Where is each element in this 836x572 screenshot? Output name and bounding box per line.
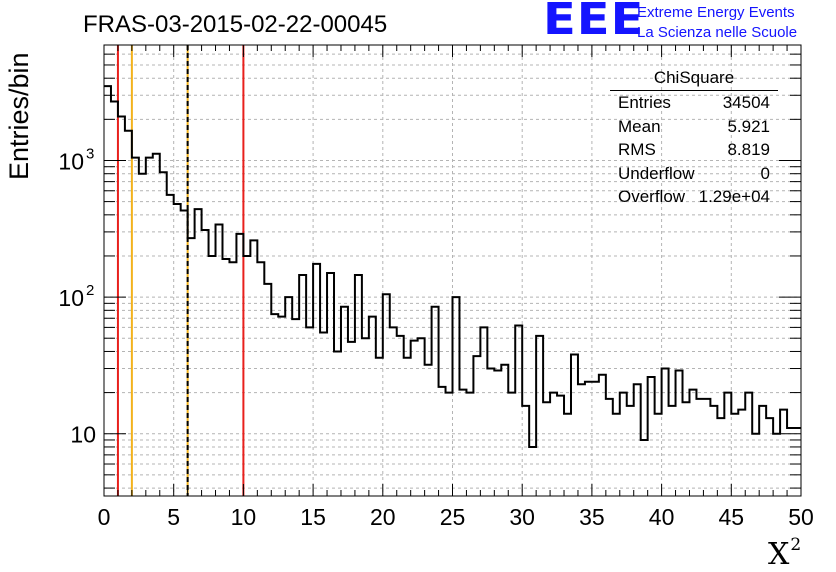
- stat-row-overflow: Overflow 1.29e+04: [610, 185, 778, 209]
- stat-value: 5.921: [727, 116, 770, 136]
- x-axis-label: X2: [768, 535, 802, 572]
- x-tick-label: 0: [98, 504, 111, 530]
- y-tick-label: 10: [58, 285, 84, 311]
- x-tick-label: 10: [231, 504, 257, 530]
- y-tick-label: 10: [70, 422, 96, 448]
- stat-row-rms: RMS 8.819: [610, 138, 778, 162]
- x-tick-label: 30: [509, 504, 535, 530]
- y-tick-label: 10: [58, 148, 84, 174]
- stat-key: Entries: [618, 93, 671, 112]
- x-tick-label: 45: [719, 504, 745, 530]
- histogram-series: [104, 85, 801, 448]
- stat-row-mean: Mean 5.921: [610, 115, 778, 139]
- x-tick-label: 15: [300, 504, 326, 530]
- stat-key: Mean: [618, 116, 661, 136]
- stat-value: 0: [760, 163, 770, 183]
- stats-box: ChiSquare Entries 34504 Mean 5.921 RMS 8…: [610, 68, 778, 209]
- y-tick-exponent: 3: [86, 145, 94, 162]
- stat-key: RMS: [618, 140, 656, 159]
- x-tick-label: 35: [579, 504, 605, 530]
- run-title: FRAS-03-2015-02-22-00045: [83, 11, 388, 38]
- y-axis-label: Entries/bin: [4, 52, 34, 180]
- stats-title: ChiSquare: [610, 68, 778, 91]
- stat-value: 8.819: [727, 140, 770, 159]
- stat-key: Underflow: [618, 163, 695, 183]
- x-tick-label: 20: [370, 504, 396, 530]
- stat-value: 1.29e+04: [698, 187, 770, 206]
- logo-subtitle-1: Extreme Energy Events: [637, 4, 795, 21]
- eee-logo: EEE: [543, 0, 645, 45]
- stat-row-underflow: Underflow 0: [610, 162, 778, 186]
- logo-subtitle-2: La Scienza nelle Scuole: [637, 24, 798, 41]
- stat-value: 34504: [722, 93, 770, 112]
- x-tick-label: 50: [788, 504, 814, 530]
- cut-lines: [116, 45, 245, 496]
- y-tick-exponent: 2: [86, 282, 94, 299]
- x-tick-label: 40: [649, 504, 675, 530]
- stat-key: Overflow: [618, 187, 686, 206]
- stat-row-entries: Entries 34504: [610, 91, 778, 115]
- x-tick-label: 25: [440, 504, 466, 530]
- x-tick-label: 5: [167, 504, 180, 530]
